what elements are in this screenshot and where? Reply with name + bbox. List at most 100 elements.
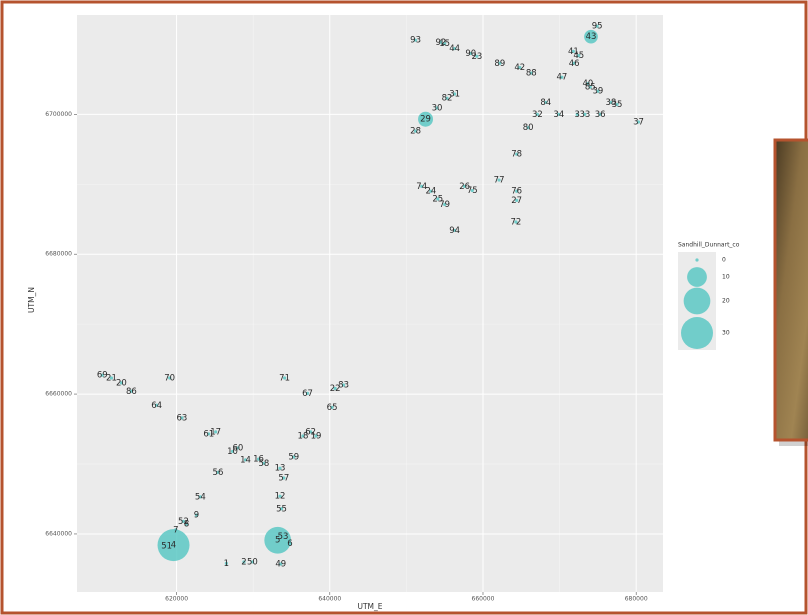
bubble xyxy=(109,376,114,380)
point-label: 67 xyxy=(302,389,313,399)
point-label: 50 xyxy=(247,557,258,567)
point-label: 30 xyxy=(432,104,443,114)
point-label: 86 xyxy=(126,387,137,397)
point-label: 76 xyxy=(511,187,522,197)
point-label: 92 xyxy=(435,38,446,48)
point-label: 55 xyxy=(276,504,287,514)
bubble xyxy=(515,189,519,193)
bubble xyxy=(588,85,592,89)
point-label: 42 xyxy=(514,63,525,73)
point-label: 1 xyxy=(224,559,229,569)
bubble xyxy=(214,430,218,434)
point-label: 33 xyxy=(579,110,590,120)
point-label: 59 xyxy=(288,453,299,463)
point-label: 46 xyxy=(569,59,580,69)
y-tick-label: 6700000 xyxy=(45,111,72,118)
bubble xyxy=(498,61,502,65)
bubble xyxy=(560,75,564,79)
point-label: 41 xyxy=(568,47,579,57)
x-tick-label: 620000 xyxy=(165,596,188,603)
bubble xyxy=(198,495,202,499)
point-label: 82 xyxy=(442,94,453,104)
bubble xyxy=(577,53,581,58)
bubble xyxy=(330,405,334,409)
bubble xyxy=(475,54,479,58)
bubble xyxy=(497,178,501,182)
point-label: 4 xyxy=(171,541,176,551)
bubble xyxy=(575,112,579,116)
point-label: 34 xyxy=(553,110,564,120)
bubble xyxy=(278,466,282,470)
bubble xyxy=(586,81,590,86)
bubble xyxy=(157,529,190,562)
bubble xyxy=(609,100,613,105)
point-label: 22 xyxy=(330,384,341,394)
point-label: 74 xyxy=(416,182,427,192)
bubble xyxy=(180,416,184,420)
y-tick-label: 6640000 xyxy=(45,530,72,537)
legend-key xyxy=(683,287,711,315)
bubble xyxy=(236,446,240,450)
point-label: 65 xyxy=(327,403,338,413)
bubble xyxy=(288,542,292,546)
bubble xyxy=(194,513,199,517)
x-axis-title: UTM_E xyxy=(357,602,382,611)
point-label: 37 xyxy=(633,118,644,128)
bubble xyxy=(278,494,282,498)
y-tick-label: 6660000 xyxy=(45,391,72,398)
point-label: 10 xyxy=(227,447,238,457)
legend-label: 30 xyxy=(722,330,730,337)
bubble xyxy=(301,434,305,438)
point-label: 71 xyxy=(279,373,290,383)
bubble xyxy=(413,129,418,133)
bubble xyxy=(243,458,248,462)
point-label: 94 xyxy=(449,226,460,236)
bubble xyxy=(436,197,440,201)
bubble xyxy=(413,38,418,42)
point-label: 18 xyxy=(298,432,309,442)
point-label: 29 xyxy=(420,115,431,125)
bubble xyxy=(181,519,186,523)
point-label: 13 xyxy=(275,464,286,474)
point-label: 43 xyxy=(586,32,597,42)
bubble xyxy=(420,184,424,188)
legend: Sandhill_Dunnart_co 0 10 20 30 xyxy=(678,242,740,350)
bubble xyxy=(515,152,519,156)
point-label: 28 xyxy=(410,127,421,137)
bubble xyxy=(292,455,296,459)
x-tick-label: 680000 xyxy=(625,596,648,603)
bubble xyxy=(418,111,434,127)
bubble xyxy=(557,112,561,116)
point-label: 89 xyxy=(494,59,505,69)
x-tick-label: 660000 xyxy=(472,596,495,603)
point-label: 12 xyxy=(275,492,286,502)
point-label: 20 xyxy=(116,378,127,388)
bubble xyxy=(216,470,220,475)
point-label: 69 xyxy=(97,371,108,381)
plot-panel xyxy=(77,15,663,592)
legend-label: 0 xyxy=(722,257,726,264)
bubble xyxy=(469,51,473,56)
bubble xyxy=(262,461,266,465)
photo-panel xyxy=(773,138,808,442)
point-label: 80 xyxy=(523,123,534,133)
point-label: 2 xyxy=(241,557,246,567)
bubble xyxy=(100,373,104,377)
bubble xyxy=(282,376,287,380)
point-label: 35 xyxy=(612,100,623,110)
bubble xyxy=(463,184,467,188)
bubble xyxy=(305,391,310,395)
point-label: 15 xyxy=(439,39,450,49)
legend-label: 20 xyxy=(722,298,730,305)
legend-label: 10 xyxy=(722,274,730,281)
point-label: 56 xyxy=(213,468,224,478)
bubble xyxy=(439,40,443,44)
point-label: 44 xyxy=(449,44,460,54)
y-tick-label: 6680000 xyxy=(45,251,72,258)
point-label: 72 xyxy=(511,218,522,228)
point-label: 24 xyxy=(425,187,436,197)
bubble xyxy=(514,220,518,224)
bubble xyxy=(256,457,261,461)
